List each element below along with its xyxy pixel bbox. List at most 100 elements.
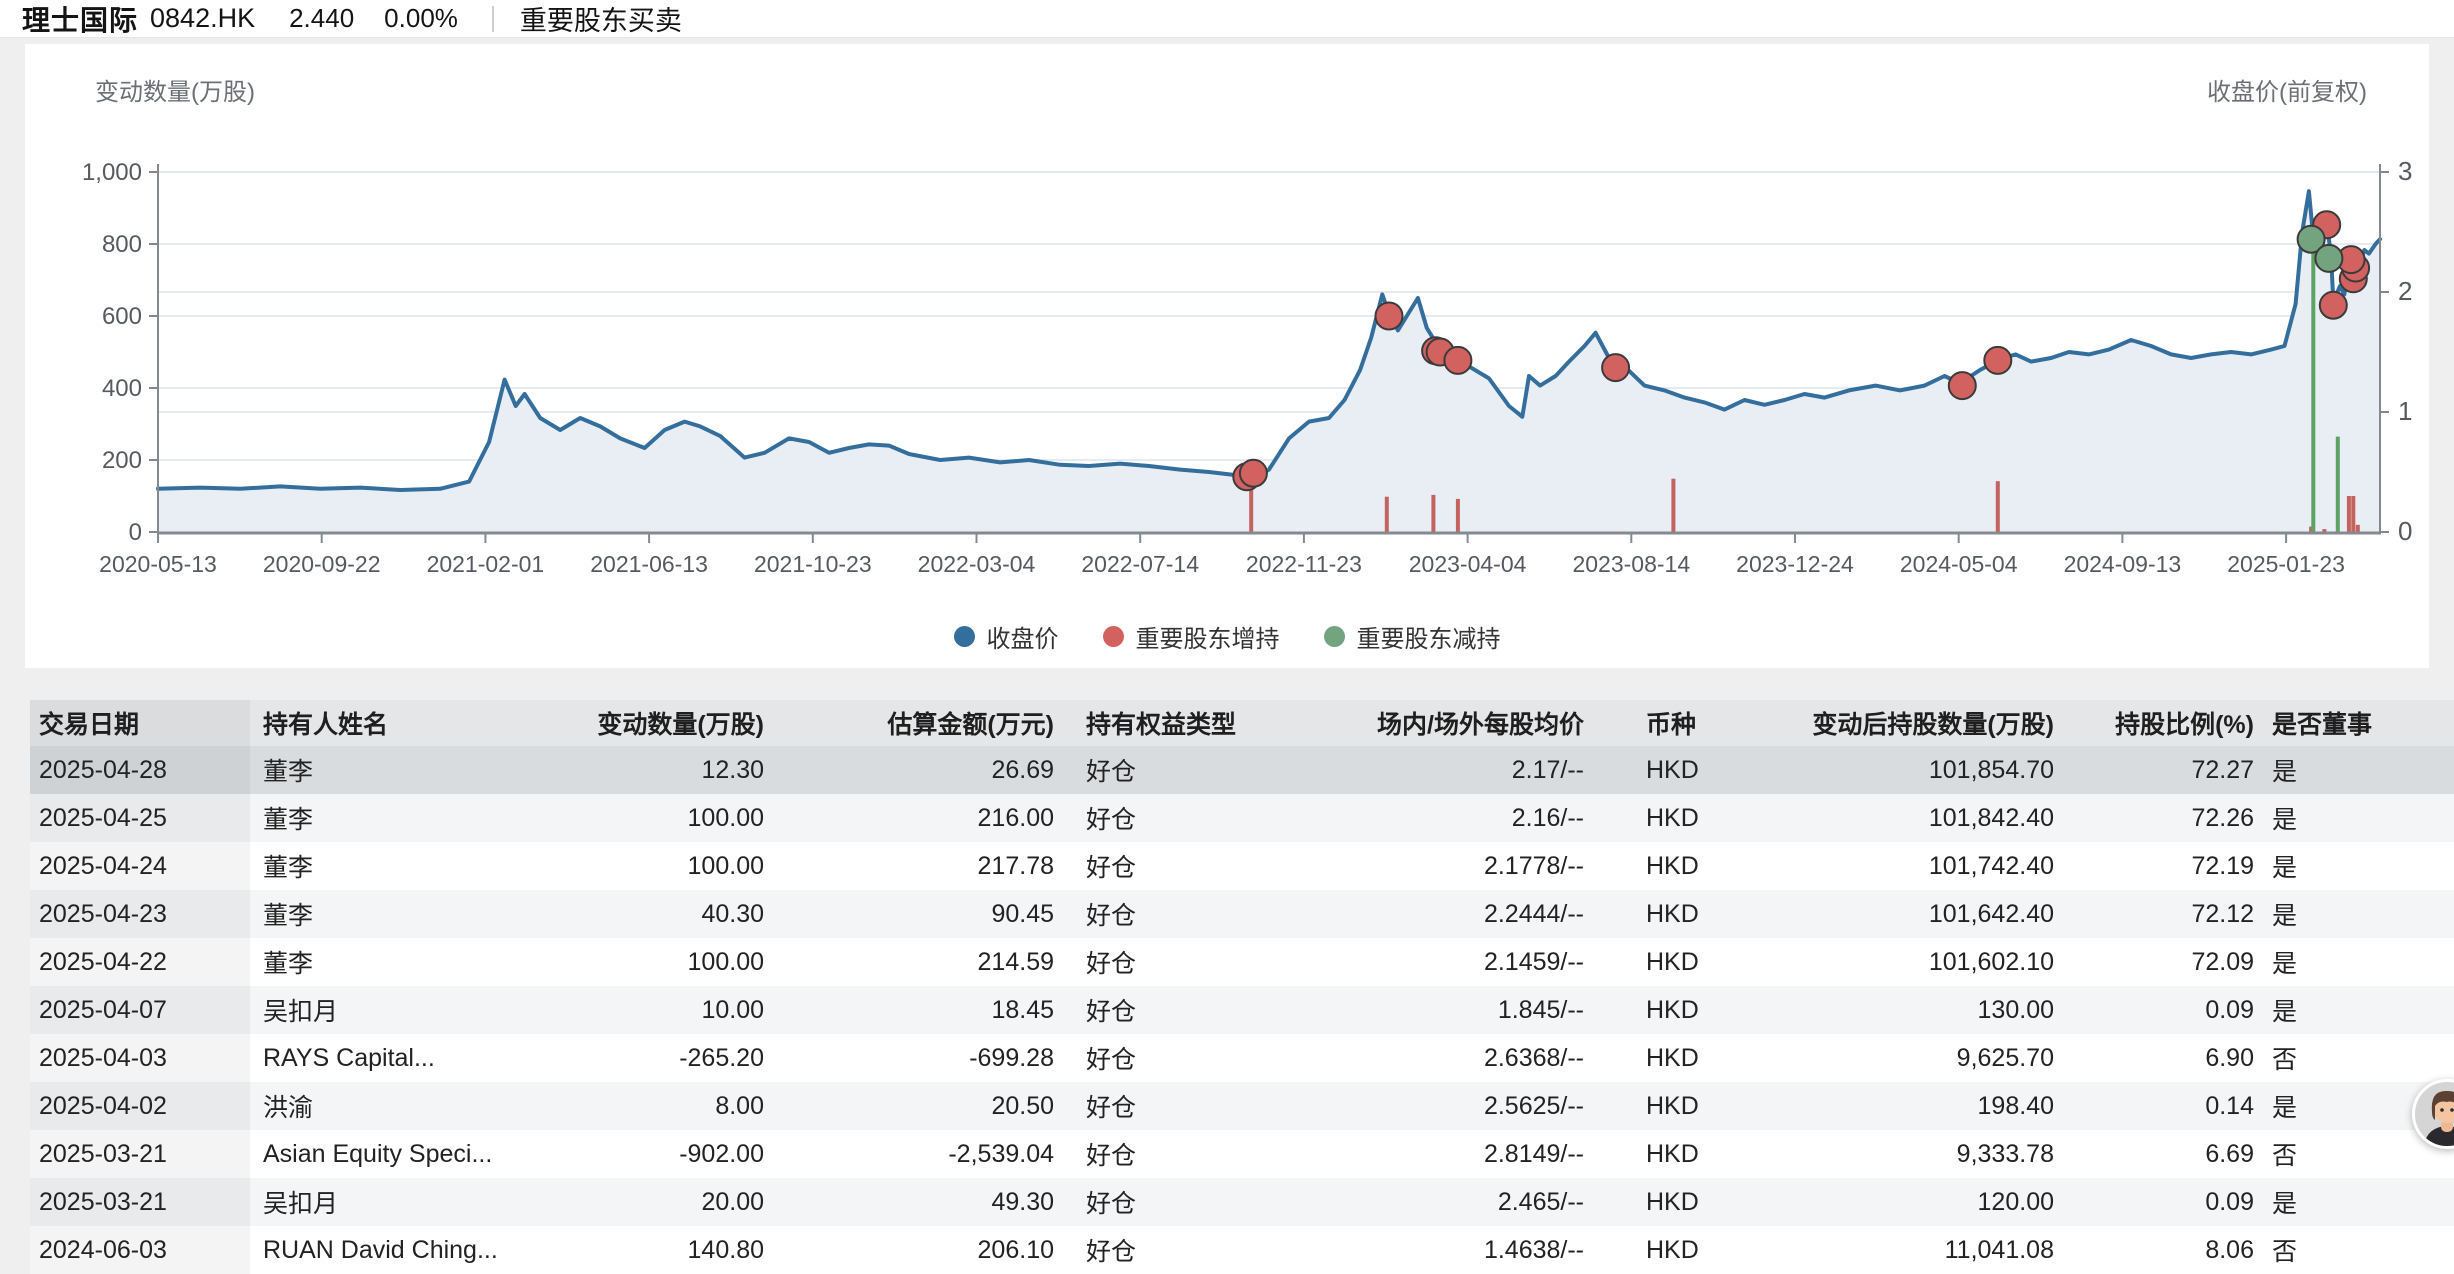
volume-bar [1455,498,1460,532]
table-cell: 好仓 [1086,1094,1137,1122]
table-cell: 董李 [263,950,314,978]
table-cell: 洪渝 [263,1094,314,1122]
table-cell: 好仓 [1086,1142,1137,1170]
table-cell: 否 [2272,1238,2298,1266]
table-cell: 是 [2272,854,2298,882]
stock-ticker: 0842.HK [150,3,256,33]
left-axis-tick: 800 [102,231,142,258]
increase-marker [1983,345,2013,375]
right-axis-tick: 1 [2398,396,2412,426]
table-row[interactable]: 2025-04-07 吴扣月 10.00 18.45 好仓 1.845/-- HKD 130.… [30,986,2454,1034]
right-axis-tick: 0 [2398,516,2412,546]
table-row[interactable]: 2024-06-03 RUAN David Ching... 140.80 206.1… [30,1226,2454,1274]
avatar-illustration [2415,1082,2454,1146]
table-cell: 是 [2272,950,2298,978]
table-cell: 是 [2272,1190,2298,1218]
table-cell: 206.10 [977,1235,1054,1264]
table-cell: HKD [1646,755,1699,784]
left-axis-tick: 1,000 [82,159,142,186]
chart-axes [149,164,2389,543]
legend-item-increase[interactable]: 重要股东增持 [1102,619,1280,654]
table-cell: 好仓 [1086,998,1137,1026]
legend-item-decrease[interactable]: 重要股东减持 [1323,619,1501,654]
table-row[interactable]: 2025-04-24 董李 100.00 217.78 好仓 2.1778/-- HKD 10… [30,842,2454,890]
stock-price: 2.440 [289,3,355,33]
x-axis-tick: 2021-10-23 [754,551,872,577]
x-axis-tick: 2022-07-14 [1081,551,1199,577]
table-cell: 12.30 [701,755,764,784]
table-cell: 214.59 [977,947,1054,976]
table-cell: 董李 [263,806,314,834]
table-cell: 100.00 [687,851,764,880]
price-line[interactable] [156,189,2382,492]
table-cell: HKD [1646,899,1699,928]
x-axis-tick: 2024-05-04 [1900,551,2018,577]
table-cell: 72.12 [2191,899,2254,928]
table-row[interactable]: 2025-04-28 董李 12.30 26.69 好仓 2.17/-- HKD 101,85… [30,746,2454,794]
table-cell: HKD [1646,1139,1699,1168]
price-area [158,191,2380,532]
shareholding-chart[interactable]: 0 200 400 600 800 1,000 0 1 2 3 2020-05-13 2020-09-… [25,44,2429,668]
table-cell: 130.00 [1977,995,2054,1024]
table-cell: 217.78 [977,851,1054,880]
volume-bar [1384,496,1389,532]
x-axis-tick: 2021-02-01 [427,551,545,577]
table-cell: 吴扣月 [263,998,339,1026]
volume-bar [1249,460,1254,532]
table-cell: 是 [2272,806,2298,834]
table-cell: 100.00 [687,803,764,832]
table-cell: HKD [1646,851,1699,880]
table-cell: -902.00 [679,1139,764,1168]
table-cell: 2024-06-03 [30,1226,250,1274]
table-cell: 好仓 [1086,1238,1137,1266]
table-cell: 否 [2272,1046,2298,1074]
table-cell: 20.50 [991,1091,1054,1120]
legend-label: 收盘价 [986,625,1059,653]
table-cell: 9,333.78 [1956,1139,2054,1168]
table-cell: -265.20 [679,1043,764,1072]
table-cell: 40.30 [701,899,764,928]
table-cell: 好仓 [1086,806,1137,834]
legend-dot-line [953,625,975,647]
table-row[interactable]: 2025-04-25 董李 100.00 216.00 好仓 2.16/-- HKD 101,… [30,794,2454,842]
right-axis-tick: 2 [2398,276,2412,306]
table-cell: 2.17/-- [1511,755,1584,784]
legend-item-line[interactable]: 收盘价 [953,619,1059,654]
table-row[interactable]: 2025-04-03 RAYS Capital... -265.20 -699.28 好… [30,1034,2454,1082]
table-row[interactable]: 2025-03-21 吴扣月 20.00 49.30 好仓 2.465/-- HKD 120.… [30,1178,2454,1226]
table-cell: 72.09 [2191,947,2254,976]
table-cell: 好仓 [1086,950,1137,978]
table-cell: HKD [1646,995,1699,1024]
volume-bar [2351,496,2356,532]
table-cell: 吴扣月 [263,1190,339,1218]
table-cell: 2025-04-07 [30,986,250,1034]
table-cell: HKD [1646,1043,1699,1072]
decrease-marker [2296,224,2326,254]
table-cell: 2025-03-21 [30,1130,250,1178]
left-axis-tick: 400 [102,375,142,402]
table-cell: HKD [1646,947,1699,976]
table-cell: 2.16/-- [1511,803,1584,832]
column-header: 变动后持股数量(万股) [1812,711,2054,739]
table-cell: 101,602.10 [1928,947,2054,976]
table-row[interactable]: 2025-04-23 董李 40.30 90.45 好仓 2.2444/-- HKD 101,… [30,890,2454,938]
table-cell: 90.45 [991,899,1054,928]
column-header: 持股比例(%) [2115,711,2254,739]
volume-bar [2335,436,2340,532]
table-row[interactable]: 2025-04-22 董李 100.00 214.59 好仓 2.1459/-- HKD 10… [30,938,2454,986]
increase-marker [2318,290,2348,320]
column-header: 估算金额(万元) [887,711,1054,739]
volume-bar [1671,478,1676,532]
table-row[interactable]: 2025-04-02 洪渝 8.00 20.50 好仓 2.5625/-- HKD 198.4… [30,1082,2454,1130]
table-cell: 2025-04-23 [30,890,250,938]
volume-change-bars [1249,240,2360,532]
x-axis-tick: 2023-08-14 [1572,551,1690,577]
decrease-event-markers[interactable] [2296,224,2344,273]
table-row[interactable]: 2025-03-21 Asian Equity Speci... -902.00 -2… [30,1130,2454,1178]
column-header: 持有人姓名 [263,711,389,739]
column-header: 变动数量(万股) [597,711,764,739]
shareholder-trading-chart-panel: 变动数量(万股) 收盘价(前复权) 0 200 400 600 800 1,000 0 1 2 3… [25,44,2429,668]
decrease-marker [2314,243,2344,273]
table-cell: 董李 [263,758,314,786]
table-cell: RUAN David Ching... [263,1235,498,1264]
